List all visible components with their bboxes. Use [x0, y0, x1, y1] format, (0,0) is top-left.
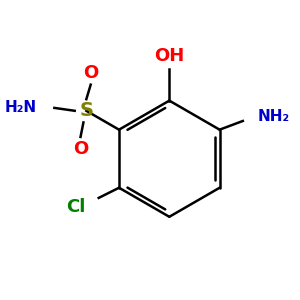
Text: O: O [73, 140, 88, 158]
Text: Cl: Cl [66, 198, 85, 216]
Text: H₂N: H₂N [5, 100, 37, 116]
Text: O: O [83, 64, 98, 82]
Text: OH: OH [154, 46, 184, 64]
Text: NH₂: NH₂ [257, 109, 290, 124]
Text: S: S [79, 101, 93, 120]
